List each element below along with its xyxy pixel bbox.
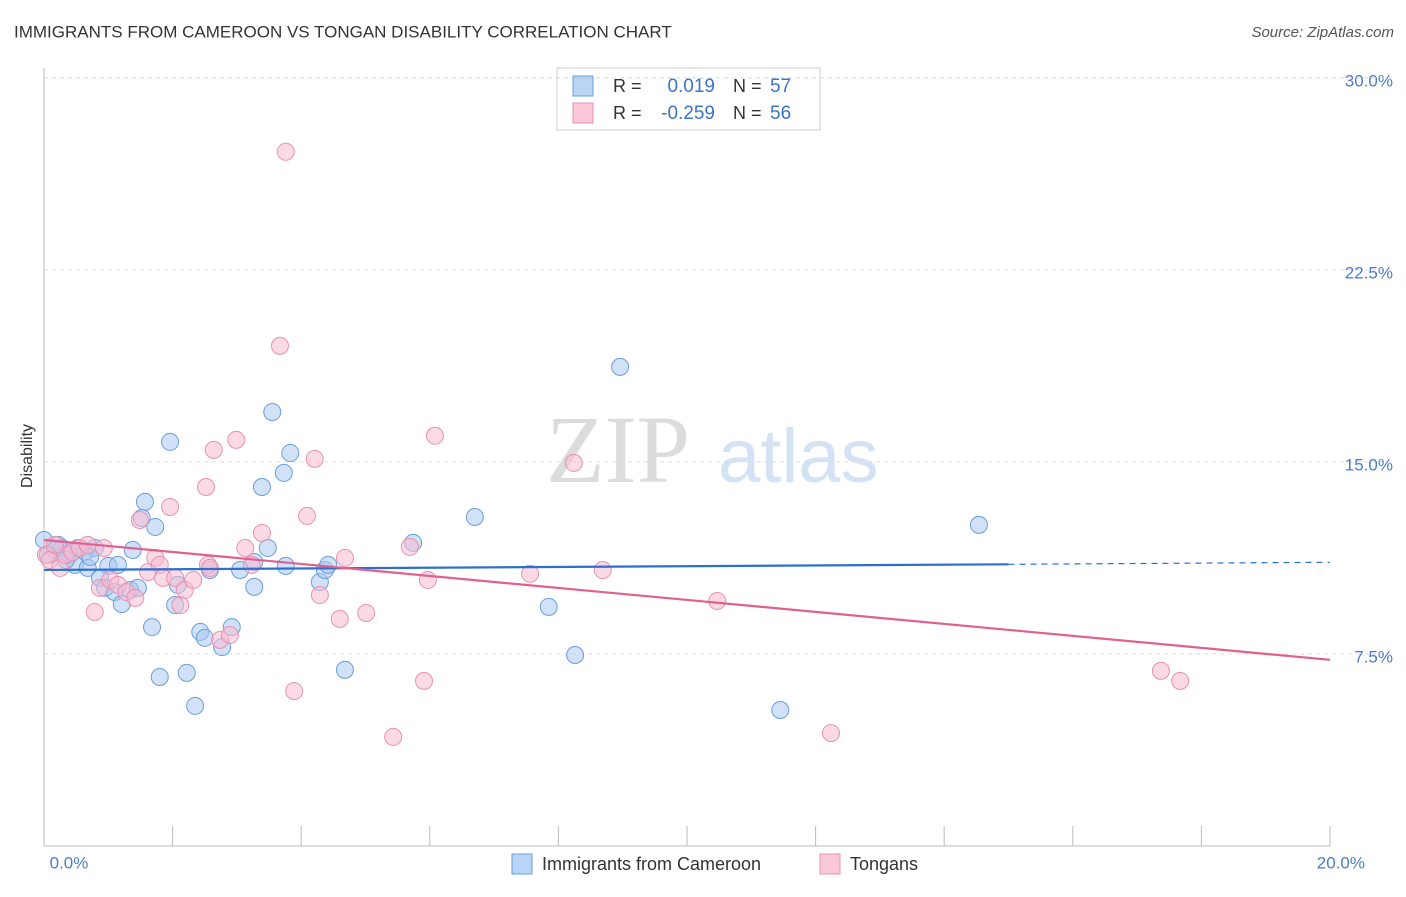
legend-label: N = bbox=[733, 76, 762, 96]
point bbox=[593, 560, 612, 579]
point bbox=[335, 660, 354, 679]
point bbox=[465, 507, 484, 526]
y-tick-label: 15.0% bbox=[1345, 455, 1393, 474]
chart-title: IMMIGRANTS FROM CAMEROON VS TONGAN DISAB… bbox=[14, 22, 672, 41]
point bbox=[276, 556, 295, 575]
point bbox=[384, 727, 403, 746]
x-tick-label: 20.0% bbox=[1317, 853, 1365, 872]
point bbox=[270, 336, 289, 355]
point bbox=[258, 538, 277, 557]
point bbox=[425, 426, 444, 445]
point bbox=[252, 477, 271, 496]
point bbox=[357, 603, 376, 622]
point bbox=[297, 506, 316, 525]
point bbox=[281, 443, 300, 462]
point bbox=[285, 682, 304, 701]
legend-label: Immigrants from Cameroon bbox=[542, 854, 761, 874]
point bbox=[969, 515, 988, 534]
point bbox=[330, 609, 349, 628]
legend-value: -0.259 bbox=[661, 103, 715, 124]
legend-label: R = bbox=[613, 76, 642, 96]
point bbox=[276, 142, 295, 161]
point bbox=[564, 453, 583, 472]
point bbox=[45, 535, 64, 554]
point bbox=[310, 586, 329, 605]
point bbox=[274, 463, 293, 482]
point bbox=[771, 701, 790, 720]
point bbox=[123, 540, 142, 559]
point bbox=[171, 596, 190, 615]
y-tick-label: 22.5% bbox=[1345, 263, 1393, 282]
point bbox=[305, 449, 324, 468]
legend-swatch bbox=[819, 853, 841, 875]
legend-swatch bbox=[572, 75, 594, 97]
point bbox=[245, 577, 264, 596]
point bbox=[94, 538, 113, 557]
point bbox=[85, 602, 104, 621]
point bbox=[146, 517, 165, 536]
legend-label: R = bbox=[613, 103, 642, 123]
point bbox=[539, 597, 558, 616]
point bbox=[126, 588, 145, 607]
point bbox=[108, 555, 127, 574]
legend-swatch bbox=[572, 102, 594, 124]
source: Source: ZipAtlas.com bbox=[1251, 24, 1394, 41]
point bbox=[195, 628, 214, 647]
legend-value: 57 bbox=[770, 76, 791, 97]
point bbox=[227, 430, 246, 449]
point bbox=[161, 497, 180, 516]
legend-box bbox=[556, 67, 821, 131]
point bbox=[400, 537, 419, 556]
point bbox=[130, 511, 149, 530]
point bbox=[566, 645, 585, 664]
point bbox=[263, 402, 282, 421]
trend-line bbox=[43, 538, 1331, 661]
point bbox=[220, 626, 239, 645]
point bbox=[236, 538, 255, 557]
point bbox=[822, 724, 841, 743]
point bbox=[335, 548, 354, 567]
point bbox=[150, 667, 169, 686]
trend-line bbox=[1008, 561, 1331, 565]
point bbox=[135, 492, 154, 511]
y-tick-label: 30.0% bbox=[1345, 71, 1393, 90]
point bbox=[611, 357, 630, 376]
point bbox=[415, 671, 434, 690]
y-axis-label: Disability bbox=[19, 424, 36, 488]
legend-swatch bbox=[511, 853, 533, 875]
trend-line bbox=[43, 563, 1009, 572]
point bbox=[204, 440, 223, 459]
point bbox=[184, 570, 203, 589]
y-tick-label: 7.5% bbox=[1354, 647, 1393, 666]
watermark: ZIP bbox=[546, 396, 690, 503]
x-tick-label: 0.0% bbox=[50, 853, 89, 872]
legend-value: 0.019 bbox=[667, 76, 715, 97]
legend-label: Tongans bbox=[850, 854, 918, 874]
point bbox=[1171, 671, 1190, 690]
point bbox=[1151, 661, 1170, 680]
point bbox=[143, 618, 162, 637]
legend-label: N = bbox=[733, 103, 762, 123]
point bbox=[521, 564, 540, 583]
point bbox=[161, 432, 180, 451]
watermark: atlas bbox=[718, 414, 879, 499]
legend-value: 56 bbox=[770, 103, 791, 124]
point bbox=[252, 523, 271, 542]
point bbox=[708, 591, 727, 610]
point bbox=[418, 570, 437, 589]
point bbox=[186, 696, 205, 715]
point bbox=[177, 663, 196, 682]
point bbox=[197, 477, 216, 496]
